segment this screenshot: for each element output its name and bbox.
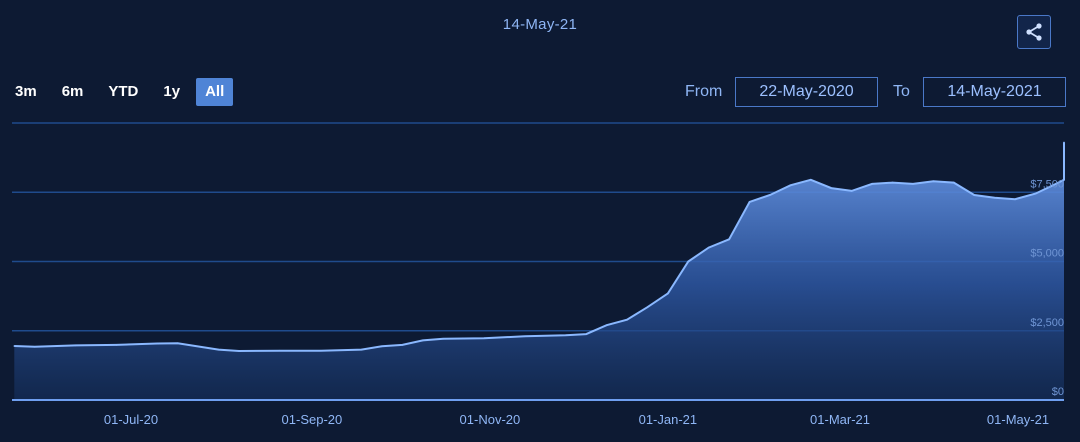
- data-point: [646, 306, 649, 309]
- x-tick-label: 01-May-21: [987, 412, 1049, 427]
- data-point: [769, 194, 771, 196]
- data-point: [932, 180, 935, 182]
- x-tick-label: 01-Jul-20: [104, 412, 158, 427]
- data-point: [115, 344, 118, 346]
- data-point: [483, 337, 485, 340]
- data-point: [953, 181, 955, 184]
- x-tick-label: 01-Jan-21: [639, 412, 698, 427]
- share-icon: [1026, 23, 1042, 41]
- x-tick-label: 01-Sep-20: [282, 412, 343, 427]
- data-point: [238, 350, 240, 352]
- data-point: [1063, 154, 1065, 156]
- to-date-input[interactable]: [923, 77, 1066, 107]
- data-point: [564, 334, 567, 337]
- data-point: [1034, 192, 1037, 195]
- data-point: [1014, 198, 1016, 200]
- data-point: [401, 344, 404, 346]
- x-tick-label: 01-Nov-20: [460, 412, 521, 427]
- data-point: [891, 181, 894, 184]
- y-tick-label: $5,000: [1030, 248, 1064, 260]
- data-point: [626, 318, 628, 321]
- x-tick-label: 01-Mar-21: [810, 412, 870, 427]
- data-point: [605, 324, 608, 327]
- data-point: [1063, 141, 1065, 144]
- data-point: [279, 349, 281, 352]
- data-point: [217, 348, 220, 351]
- data-point: [789, 184, 792, 187]
- range-button-6m[interactable]: 6m: [61, 83, 84, 100]
- data-point: [442, 338, 445, 340]
- data-point: [585, 333, 587, 335]
- to-label: To: [893, 83, 910, 100]
- data-point: [728, 238, 730, 241]
- y-tick-label: $0: [1052, 386, 1064, 398]
- data-point: [319, 349, 322, 352]
- data-point: [524, 335, 526, 338]
- range-button-3m[interactable]: 3m: [15, 83, 37, 100]
- data-point: [687, 260, 690, 263]
- data-point: [912, 183, 914, 185]
- data-point: [871, 183, 873, 185]
- data-point: [176, 342, 179, 345]
- data-point: [973, 194, 975, 196]
- data-point: [74, 344, 77, 347]
- data-point: [422, 339, 424, 342]
- y-tick-label: $7,500: [1030, 178, 1064, 190]
- range-button-ytd[interactable]: YTD: [108, 83, 139, 100]
- data-point: [850, 190, 853, 192]
- data-point: [1055, 183, 1057, 185]
- data-point: [810, 179, 812, 181]
- range-button-all[interactable]: All: [196, 78, 234, 106]
- data-point: [1063, 179, 1065, 181]
- data-point: [993, 197, 996, 199]
- from-label: From: [685, 83, 723, 100]
- data-point: [830, 187, 833, 189]
- range-button-1y[interactable]: 1y: [163, 83, 181, 100]
- series-area: [14, 142, 1064, 400]
- data-point: [156, 342, 159, 345]
- data-point: [667, 292, 669, 295]
- share-button[interactable]: [1017, 15, 1051, 49]
- data-point: [33, 346, 36, 348]
- data-point: [748, 201, 751, 203]
- data-point: [13, 345, 16, 347]
- data-point: [707, 246, 710, 249]
- data-point: [360, 348, 363, 351]
- y-tick-label: $2,500: [1030, 317, 1064, 329]
- from-date-input[interactable]: [735, 77, 878, 107]
- range-selector: 3m 6m YTD 1y All: [6, 78, 240, 106]
- data-point: [381, 345, 383, 348]
- chart-title: 14-May-21: [502, 16, 578, 33]
